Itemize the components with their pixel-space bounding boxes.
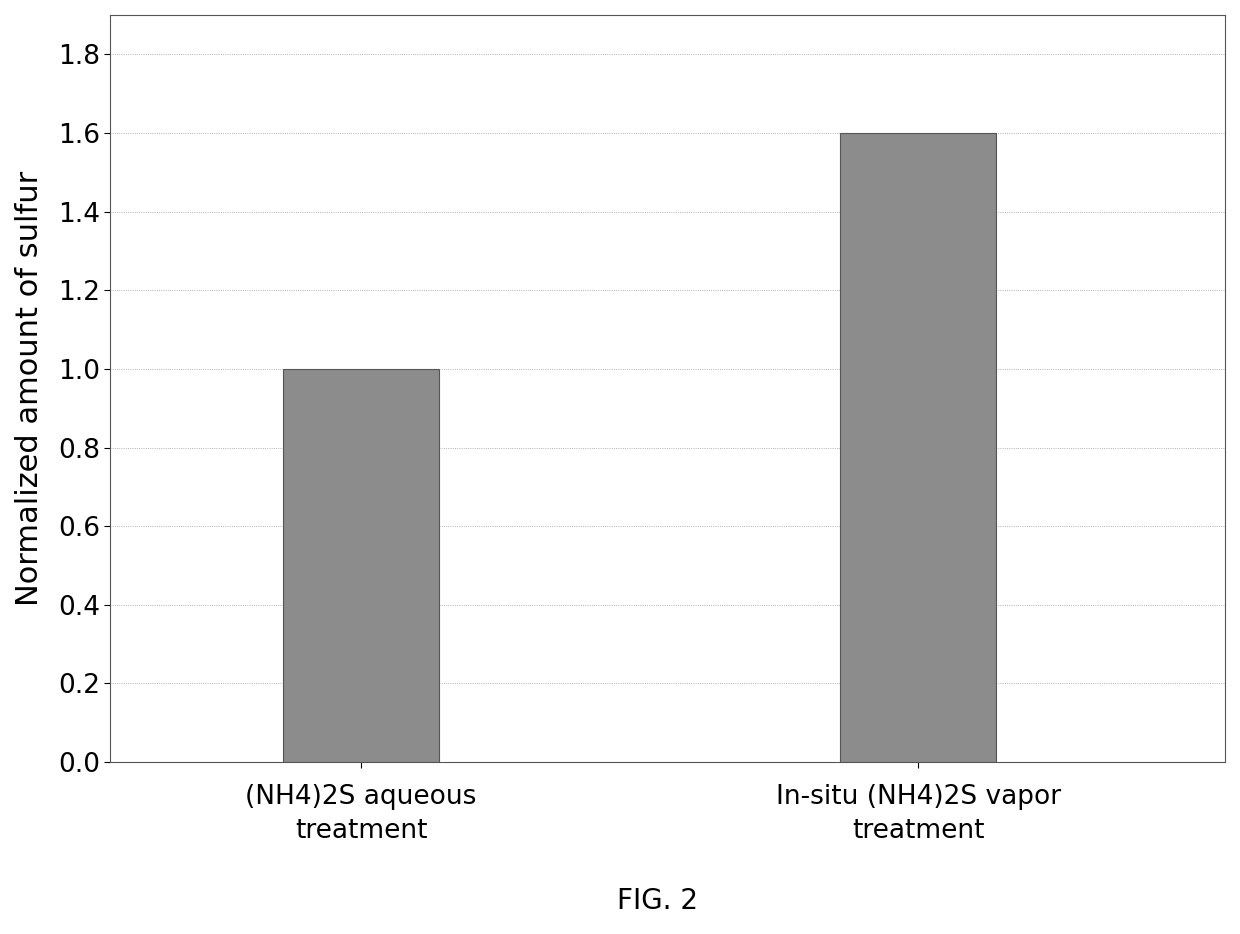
Text: FIG. 2: FIG. 2 — [616, 887, 698, 915]
Bar — [283, 369, 439, 762]
Bar — [841, 133, 997, 762]
Y-axis label: Normalized amount of sulfur: Normalized amount of sulfur — [15, 171, 43, 606]
